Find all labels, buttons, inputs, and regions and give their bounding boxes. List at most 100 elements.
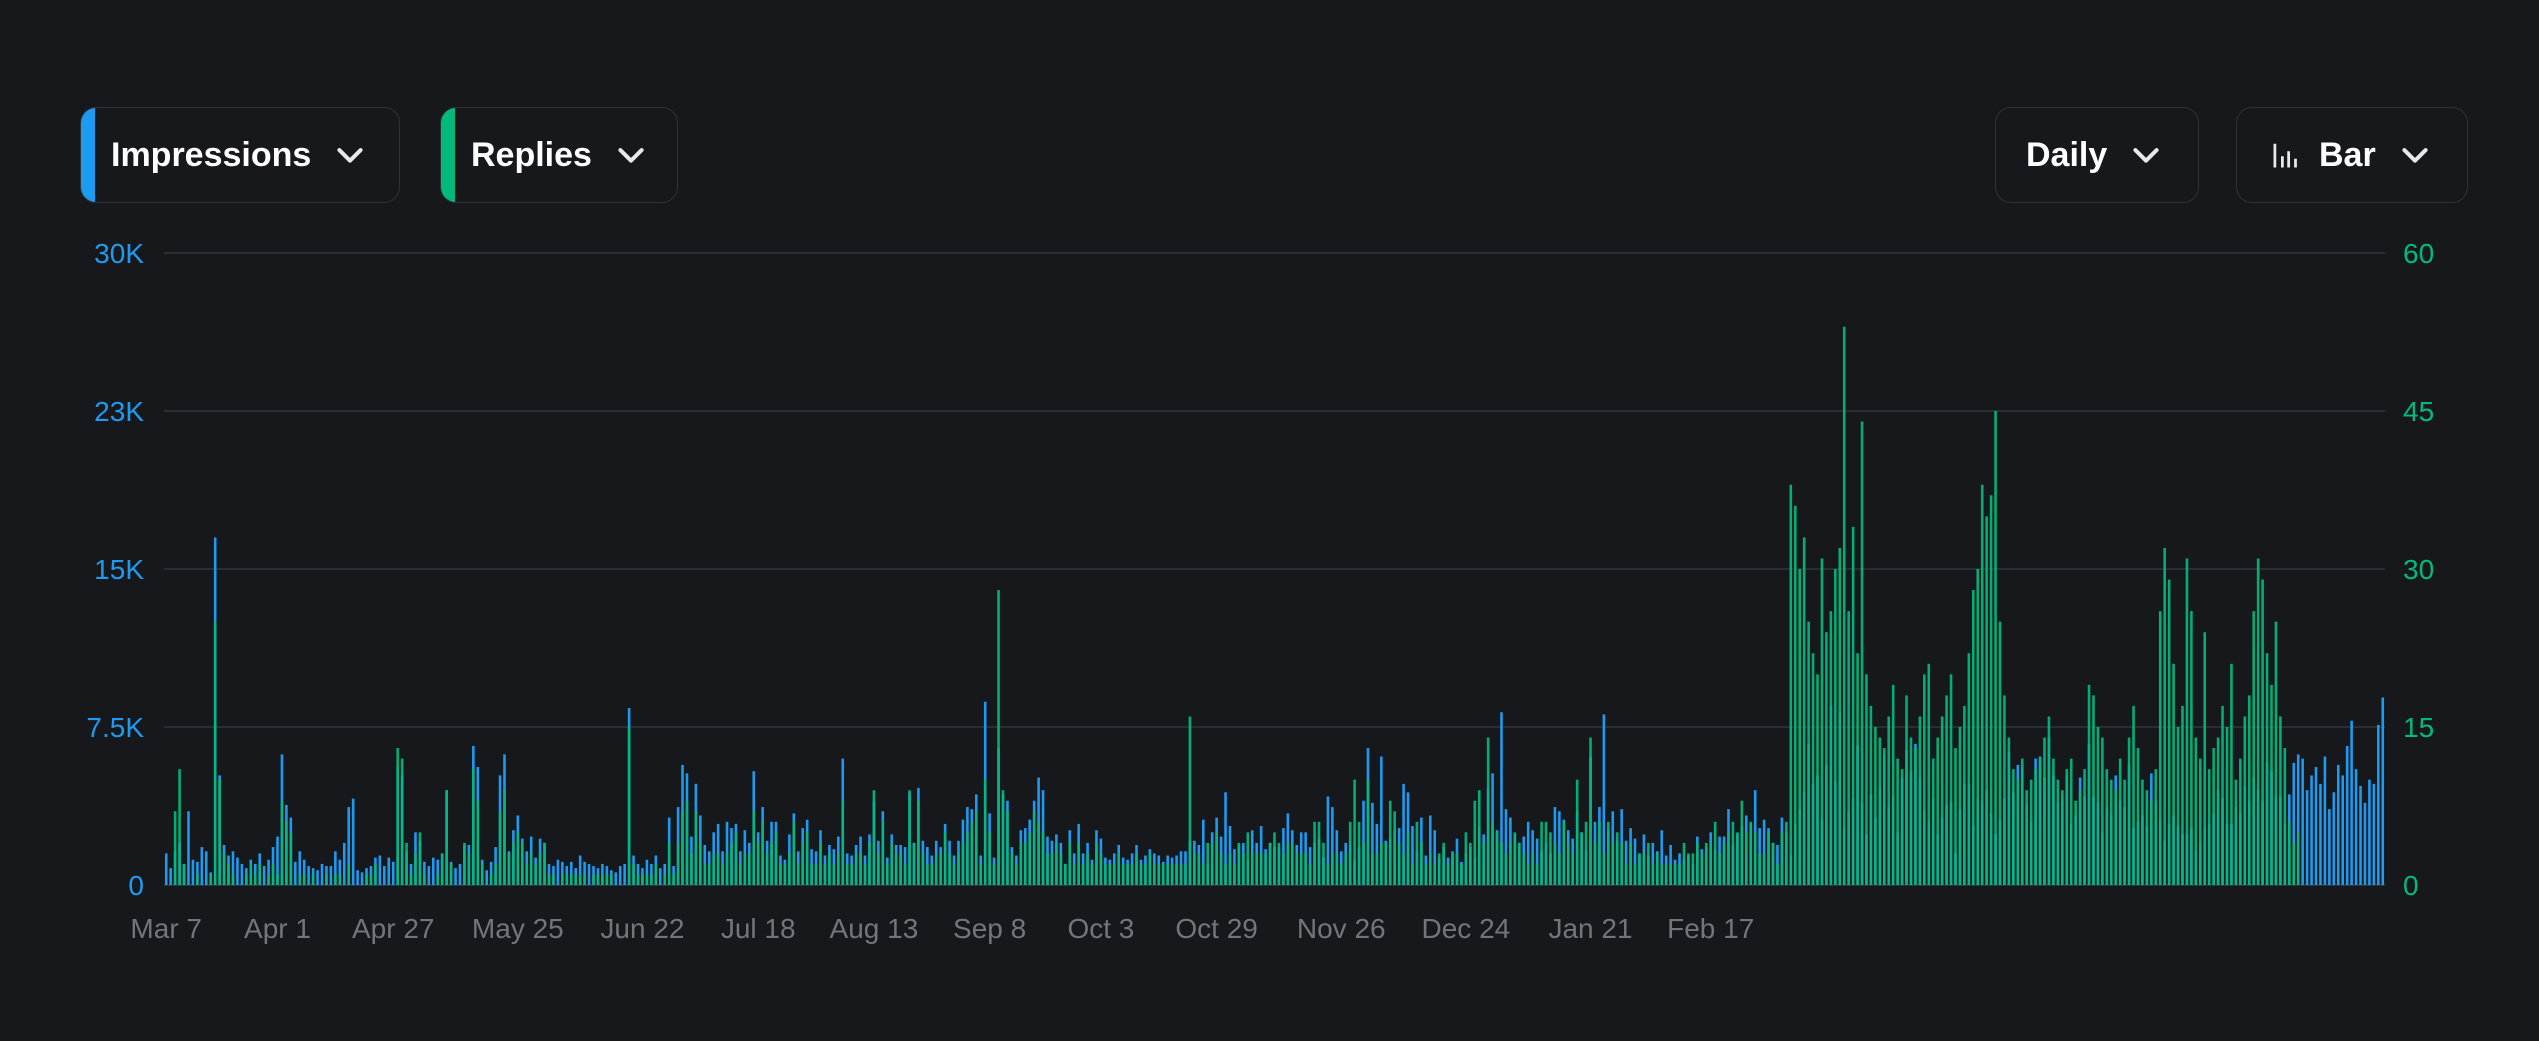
- replies-bar: [374, 863, 377, 885]
- impressions-bar: [262, 866, 266, 885]
- replies-bar: [899, 853, 902, 885]
- impressions-bar: [454, 868, 457, 885]
- replies-bar: [1700, 853, 1704, 885]
- y-left-tick-label: 0: [128, 870, 144, 901]
- replies-bar: [222, 853, 226, 885]
- replies-bar: [1201, 863, 1205, 885]
- replies-bar: [1923, 674, 1926, 885]
- replies-bar: [1357, 821, 1361, 885]
- replies-bar: [498, 811, 502, 885]
- replies-bar: [837, 853, 840, 885]
- impressions-bar: [2319, 783, 2322, 885]
- replies-bar: [845, 863, 849, 885]
- replies-bar: [1785, 821, 1788, 885]
- replies-bar: [2003, 695, 2006, 885]
- replies-bar: [1117, 853, 1121, 885]
- metric-secondary-dropdown[interactable]: Replies: [440, 107, 678, 203]
- replies-bar: [890, 842, 894, 885]
- replies-bar: [1780, 832, 1784, 885]
- impressions-bar: [614, 872, 618, 885]
- replies-bar: [276, 874, 279, 885]
- replies-bar: [699, 842, 702, 885]
- replies-bar: [1745, 832, 1748, 885]
- replies-bar: [1642, 853, 1646, 885]
- replies-bar: [641, 874, 644, 885]
- replies-bar: [1566, 842, 1570, 885]
- replies-bar: [1148, 853, 1152, 885]
- replies-bar: [1865, 674, 1868, 885]
- replies-bar: [1731, 821, 1735, 885]
- replies-bar: [569, 874, 573, 885]
- replies-bar: [1179, 863, 1183, 885]
- replies-bar: [1166, 863, 1169, 885]
- replies-bar: [2234, 779, 2238, 885]
- replies-bar: [1041, 832, 1045, 885]
- replies-bar: [2279, 716, 2282, 885]
- replies-bar: [667, 842, 671, 885]
- replies-bar: [249, 863, 253, 885]
- impressions-bar: [578, 855, 582, 885]
- replies-bar: [1722, 842, 1726, 885]
- replies-bar: [1090, 863, 1094, 885]
- replies-bar: [1486, 737, 1490, 885]
- chart-type-dropdown[interactable]: Bar: [2236, 107, 2468, 203]
- x-tick-label: Apr 27: [352, 913, 435, 944]
- x-tick-label: Sep 8: [953, 913, 1026, 944]
- replies-bar: [1669, 863, 1672, 885]
- replies-bar: [1954, 748, 1957, 885]
- replies-bar: [1967, 653, 1971, 885]
- replies-bar: [1607, 821, 1610, 885]
- replies-bar: [2207, 769, 2211, 885]
- replies-bar: [1050, 853, 1054, 885]
- interval-dropdown[interactable]: Daily: [1995, 107, 2199, 203]
- impressions-bar: [360, 872, 364, 885]
- replies-bar: [1228, 853, 1232, 885]
- impressions-bar: [618, 866, 622, 885]
- replies-bar: [997, 590, 1000, 885]
- replies-bar: [1442, 842, 1445, 885]
- replies-bar: [1963, 705, 1966, 885]
- replies-bar: [1460, 863, 1463, 885]
- replies-bar: [1135, 853, 1138, 885]
- replies-bar: [952, 863, 956, 885]
- replies-bar: [1936, 737, 1939, 885]
- replies-bar: [1931, 758, 1935, 885]
- impressions-bar: [587, 863, 591, 885]
- replies-bar: [1802, 537, 1806, 885]
- replies-bar: [1335, 853, 1339, 885]
- impressions-bar: [1535, 838, 1539, 885]
- impressions-bar: [1762, 819, 1766, 885]
- y-right-tick-label: 60: [2403, 238, 2434, 269]
- impressions-bar: [2377, 724, 2380, 885]
- replies-bar: [1989, 495, 1993, 885]
- replies-bar: [1571, 853, 1575, 885]
- replies-bar: [1793, 505, 1797, 885]
- replies-bar: [534, 863, 537, 885]
- replies-bar: [525, 863, 529, 885]
- replies-bar: [948, 853, 951, 885]
- impressions-bar: [2381, 697, 2385, 885]
- replies-bar: [1308, 863, 1312, 885]
- replies-bar: [779, 863, 782, 885]
- replies-bar: [2043, 737, 2046, 885]
- replies-bar: [650, 874, 653, 885]
- replies-bar: [1006, 811, 1009, 885]
- impressions-bar: [1660, 830, 1664, 885]
- replies-bar: [2265, 653, 2269, 885]
- impressions-bar: [1633, 838, 1637, 885]
- replies-bar: [449, 863, 453, 885]
- metric-primary-dropdown[interactable]: Impressions: [80, 107, 400, 203]
- chevron-down-icon: [337, 148, 363, 163]
- replies-bar: [2181, 705, 2184, 885]
- replies-bar: [1095, 842, 1098, 885]
- replies-bar: [1949, 674, 1953, 885]
- replies-bar: [961, 842, 965, 885]
- replies-bar: [1593, 842, 1597, 885]
- y-right-tick-label: 15: [2403, 712, 2434, 743]
- replies-bar: [2158, 611, 2162, 885]
- replies-bar: [1331, 853, 1334, 885]
- replies-bar: [1860, 421, 1864, 885]
- impressions-bar: [2323, 756, 2327, 885]
- replies-bar: [1482, 842, 1485, 885]
- replies-bar: [2038, 758, 2042, 885]
